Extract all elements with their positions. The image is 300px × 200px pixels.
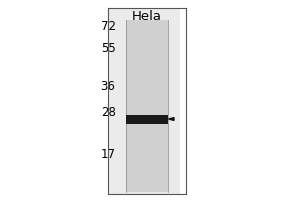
Polygon shape: [169, 118, 174, 120]
Text: Hela: Hela: [132, 10, 162, 23]
Text: 55: 55: [101, 43, 116, 55]
Bar: [108, 8, 180, 194]
Bar: [126, 114, 168, 123]
Bar: [126, 20, 168, 192]
Text: 36: 36: [100, 80, 116, 94]
Text: 17: 17: [100, 148, 116, 162]
Text: 72: 72: [100, 20, 116, 32]
Text: 28: 28: [100, 106, 116, 119]
